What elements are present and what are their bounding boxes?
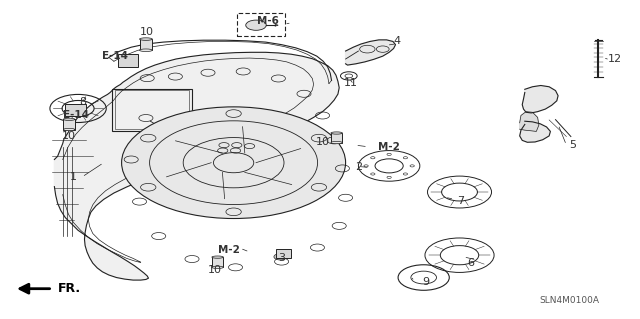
Text: 8: 8 — [79, 97, 87, 107]
Ellipse shape — [212, 256, 223, 258]
Polygon shape — [520, 112, 539, 131]
Ellipse shape — [212, 266, 223, 269]
Bar — [115, 90, 189, 129]
Text: 4: 4 — [393, 36, 401, 47]
Ellipse shape — [331, 141, 342, 144]
Bar — [140, 39, 152, 50]
Polygon shape — [54, 52, 339, 280]
Bar — [65, 104, 86, 116]
Text: M-2: M-2 — [378, 142, 400, 152]
Text: 10: 10 — [207, 264, 221, 275]
Ellipse shape — [63, 128, 75, 131]
Polygon shape — [522, 85, 558, 113]
Text: SLN4M0100A: SLN4M0100A — [540, 296, 600, 305]
Bar — [276, 249, 291, 258]
Text: 10: 10 — [140, 27, 154, 37]
Ellipse shape — [331, 132, 342, 134]
Ellipse shape — [140, 38, 152, 41]
Bar — [212, 257, 223, 267]
Ellipse shape — [63, 118, 75, 121]
Text: E-14: E-14 — [63, 110, 88, 120]
Bar — [63, 119, 75, 130]
Text: 7: 7 — [457, 196, 465, 206]
Text: 9: 9 — [422, 277, 429, 287]
Polygon shape — [520, 121, 550, 142]
Text: M-6: M-6 — [257, 16, 278, 26]
Text: 1: 1 — [70, 172, 77, 182]
Text: FR.: FR. — [58, 282, 81, 295]
Bar — [331, 133, 342, 143]
Polygon shape — [346, 40, 396, 65]
Text: E-14: E-14 — [102, 51, 128, 61]
Text: 11: 11 — [344, 78, 358, 88]
Text: 2: 2 — [355, 162, 362, 173]
Circle shape — [122, 107, 346, 219]
Bar — [237, 13, 285, 36]
Circle shape — [274, 254, 287, 260]
Bar — [112, 89, 192, 131]
Text: M-2: M-2 — [218, 245, 240, 256]
Text: 10: 10 — [316, 137, 330, 147]
Text: 10: 10 — [62, 130, 76, 141]
Text: 5: 5 — [570, 140, 576, 150]
Circle shape — [246, 20, 266, 30]
Bar — [118, 54, 138, 67]
Text: 3: 3 — [278, 253, 285, 263]
Ellipse shape — [140, 49, 152, 52]
Text: 12: 12 — [607, 54, 621, 64]
Text: 6: 6 — [467, 258, 474, 268]
